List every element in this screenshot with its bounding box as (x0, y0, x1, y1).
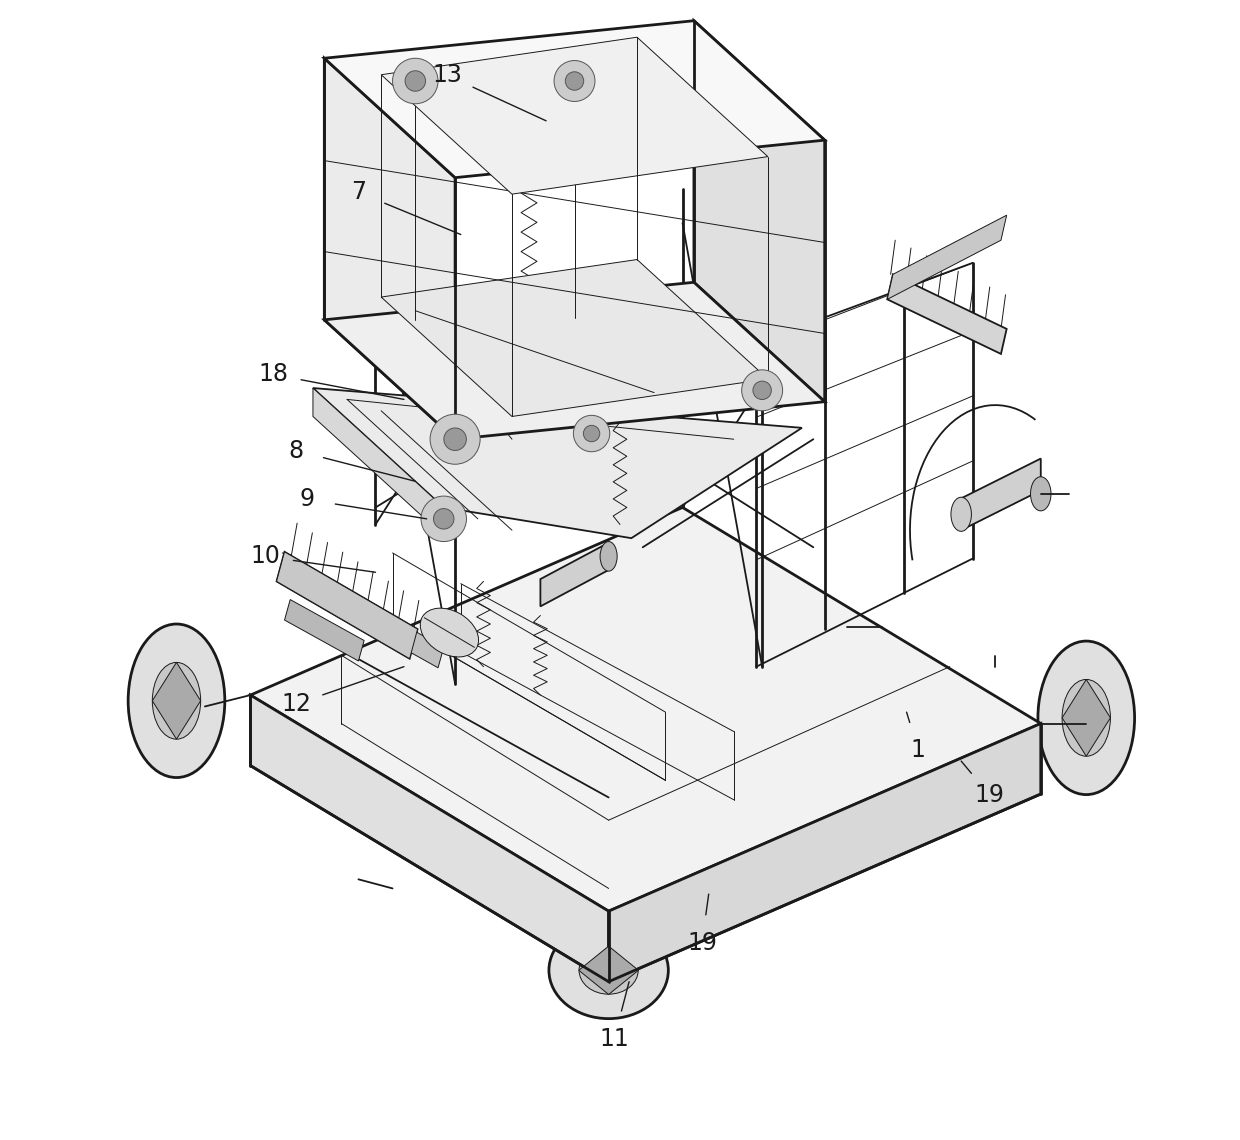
Polygon shape (1063, 679, 1111, 756)
Ellipse shape (1038, 641, 1135, 795)
Ellipse shape (951, 497, 971, 531)
Ellipse shape (153, 662, 201, 739)
Circle shape (422, 496, 466, 542)
Circle shape (573, 415, 610, 451)
Polygon shape (153, 662, 201, 739)
Circle shape (405, 71, 425, 91)
Polygon shape (541, 543, 609, 606)
Circle shape (583, 425, 600, 441)
Polygon shape (381, 260, 768, 416)
Text: 11: 11 (599, 1026, 629, 1051)
Text: 18: 18 (258, 363, 288, 386)
Text: 9: 9 (300, 488, 315, 512)
Text: 1: 1 (910, 738, 925, 762)
Polygon shape (888, 275, 1007, 353)
Text: 7: 7 (351, 180, 366, 204)
Polygon shape (325, 21, 825, 178)
Ellipse shape (549, 922, 668, 1019)
Circle shape (430, 414, 480, 464)
Polygon shape (250, 695, 609, 982)
Circle shape (565, 72, 584, 90)
Polygon shape (381, 38, 768, 194)
Text: 8: 8 (289, 439, 304, 463)
Text: 12: 12 (281, 692, 311, 716)
Circle shape (742, 369, 782, 410)
Ellipse shape (1063, 679, 1111, 756)
Text: 13: 13 (433, 64, 463, 88)
Text: 19: 19 (687, 931, 717, 955)
Ellipse shape (128, 624, 224, 777)
Polygon shape (609, 724, 1040, 982)
Ellipse shape (420, 608, 479, 657)
Polygon shape (409, 632, 444, 668)
Ellipse shape (1030, 477, 1052, 511)
Text: 19: 19 (975, 783, 1004, 807)
Text: 10: 10 (250, 545, 280, 569)
Ellipse shape (600, 542, 618, 571)
Polygon shape (312, 388, 802, 538)
Polygon shape (961, 458, 1040, 530)
Circle shape (753, 381, 771, 399)
Ellipse shape (579, 946, 639, 994)
Polygon shape (694, 21, 825, 401)
Circle shape (393, 58, 438, 104)
Polygon shape (325, 283, 825, 439)
Polygon shape (325, 58, 455, 439)
Polygon shape (312, 388, 444, 536)
Circle shape (434, 508, 454, 529)
Polygon shape (284, 600, 365, 661)
Polygon shape (888, 215, 1007, 300)
Polygon shape (277, 552, 418, 659)
Circle shape (444, 428, 466, 450)
Polygon shape (277, 552, 418, 659)
Polygon shape (250, 507, 1040, 911)
Circle shape (554, 60, 595, 101)
Polygon shape (579, 946, 639, 994)
